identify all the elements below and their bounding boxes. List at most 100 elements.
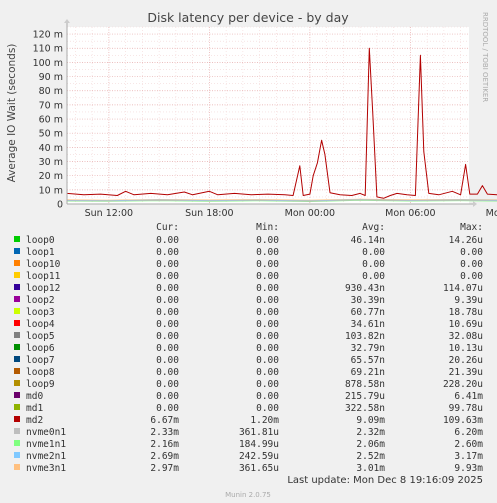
axes: 0 10 m 20 m 30 m 40 m 50 m 60 m 70 m 80 m 90 m 100… — [33, 19, 497, 219]
y-tick-label: 40 m — [39, 143, 63, 154]
legend-label-loop9: loop9 — [26, 379, 55, 390]
legend-value-min: 0.00 — [256, 235, 279, 246]
legend-value-max: 10.69u — [449, 319, 483, 330]
y-tick-label: 80 m — [39, 86, 63, 97]
legend-swatch-loop0 — [14, 236, 20, 242]
x-tick-label: Mon 00:00 — [285, 208, 335, 219]
legend-value-max: 18.78u — [449, 307, 483, 318]
legend-value-avg: 2.06m — [356, 439, 385, 450]
series-line-md2 — [66, 47, 497, 199]
legend-value-min: 0.00 — [256, 367, 279, 378]
legend-value-max: 20.26u — [449, 355, 483, 366]
legend-swatch-loop5 — [14, 332, 20, 338]
legend-value-cur: 2.16m — [150, 439, 179, 450]
legend-value-cur: 0.00 — [156, 379, 179, 390]
x-tick-label: Sun 18:00 — [185, 208, 233, 219]
legend-value-min: 0.00 — [256, 343, 279, 354]
legend-value-cur: 0.00 — [156, 367, 179, 378]
y-tick-label: 60 m — [39, 115, 63, 126]
legend-value-avg: 0.00 — [362, 259, 385, 270]
legend-header-min: Min: — [256, 222, 279, 233]
legend-value-cur: 0.00 — [156, 235, 179, 246]
legend-swatch-loop8 — [14, 368, 20, 374]
legend-value-min: 0.00 — [256, 271, 279, 282]
legend-label-loop7: loop7 — [26, 355, 55, 366]
x-tick-label: Sun 12:00 — [85, 208, 133, 219]
legend-value-min: 0.00 — [256, 307, 279, 318]
legend-value-cur: 0.00 — [156, 259, 179, 270]
legend-value-min: 0.00 — [256, 355, 279, 366]
legend-value-avg: 69.21n — [351, 367, 385, 378]
legend-label-loop11: loop11 — [26, 271, 61, 282]
legend-value-min: 184.99u — [239, 439, 279, 450]
legend-value-cur: 0.00 — [156, 355, 179, 366]
legend-label-loop1: loop1 — [26, 247, 55, 258]
legend-value-avg: 103.82n — [345, 331, 385, 342]
legend-value-max: 9.39u — [454, 295, 483, 306]
legend-label-md2: md2 — [26, 415, 43, 426]
y-axis-arrow — [64, 19, 70, 23]
legend-value-min: 0.00 — [256, 331, 279, 342]
legend-value-cur: 0.00 — [156, 283, 179, 294]
legend-value-avg: 3.01m — [356, 463, 385, 474]
legend-value-max: 109.63m — [443, 415, 483, 426]
legend-header-avg: Avg: — [362, 222, 385, 233]
legend-value-cur: 0.00 — [156, 343, 179, 354]
legend-value-cur: 0.00 — [156, 295, 179, 306]
legend-value-max: 0.00 — [460, 271, 483, 282]
legend-value-cur: 0.00 — [156, 271, 179, 282]
legend-value-max: 14.26u — [449, 235, 483, 246]
y-tick-label: 0 — [57, 200, 63, 211]
legend-swatch-loop10 — [14, 260, 20, 266]
y-tick-label: 100 m — [33, 58, 63, 69]
legend-value-min: 0.00 — [256, 319, 279, 330]
legend-value-min: 0.00 — [256, 247, 279, 258]
y-tick-label: 30 m — [39, 157, 63, 168]
legend-value-avg: 0.00 — [362, 247, 385, 258]
legend-value-max: 0.00 — [460, 247, 483, 258]
legend-swatch-loop4 — [14, 320, 20, 326]
legend-value-avg: 878.58n — [345, 379, 385, 390]
legend-header-max: Max: — [460, 222, 483, 233]
legend-value-min: 0.00 — [256, 295, 279, 306]
x-axis-arrow — [473, 201, 477, 207]
legend-swatch-loop7 — [14, 356, 20, 362]
legend-label-nvme2n1: nvme2n1 — [26, 451, 66, 462]
legend-value-cur: 0.00 — [156, 319, 179, 330]
legend-swatch-loop2 — [14, 296, 20, 302]
legend-value-max: 21.39u — [449, 367, 483, 378]
legend-value-avg: 322.58n — [345, 403, 385, 414]
legend-value-cur: 0.00 — [156, 247, 179, 258]
legend-value-cur: 0.00 — [156, 391, 179, 402]
y-tick-label: 50 m — [39, 129, 63, 140]
legend-value-max: 99.78u — [449, 403, 483, 414]
legend-label-loop2: loop2 — [26, 295, 55, 306]
legend-value-min: 0.00 — [256, 391, 279, 402]
legend-label-md0: md0 — [26, 391, 43, 402]
legend: Cur: Min: Avg: Max:loop0 0.00 0.00 46.14n 14.26… — [14, 222, 483, 474]
legend-label-nvme1n1: nvme1n1 — [26, 439, 66, 450]
legend-value-avg: 9.09m — [356, 415, 385, 426]
legend-value-max: 32.08u — [449, 331, 483, 342]
legend-label-nvme3n1: nvme3n1 — [26, 463, 66, 474]
legend-value-cur: 0.00 — [156, 331, 179, 342]
last-update: Last update: Mon Dec 8 19:16:09 2025 — [287, 475, 483, 486]
legend-value-max: 9.93m — [454, 463, 483, 474]
legend-label-loop5: loop5 — [26, 331, 55, 342]
legend-value-min: 0.00 — [256, 379, 279, 390]
legend-label-loop12: loop12 — [26, 283, 60, 294]
legend-value-avg: 34.61n — [351, 319, 385, 330]
legend-value-min: 1.20m — [250, 415, 279, 426]
legend-value-min: 361.81u — [239, 427, 279, 438]
legend-value-avg: 2.52m — [356, 451, 385, 462]
legend-value-min: 242.59u — [239, 451, 279, 462]
y-tick-label: 90 m — [39, 72, 63, 83]
legend-swatch-loop9 — [14, 380, 20, 386]
side-label: RRDTOOL / TOBI OETIKER — [481, 12, 489, 102]
legend-value-max: 6.20m — [454, 427, 483, 438]
legend-value-avg: 215.79u — [345, 391, 385, 402]
legend-label-loop6: loop6 — [26, 343, 55, 354]
series-lines — [66, 47, 497, 203]
legend-label-loop3: loop3 — [26, 307, 55, 318]
